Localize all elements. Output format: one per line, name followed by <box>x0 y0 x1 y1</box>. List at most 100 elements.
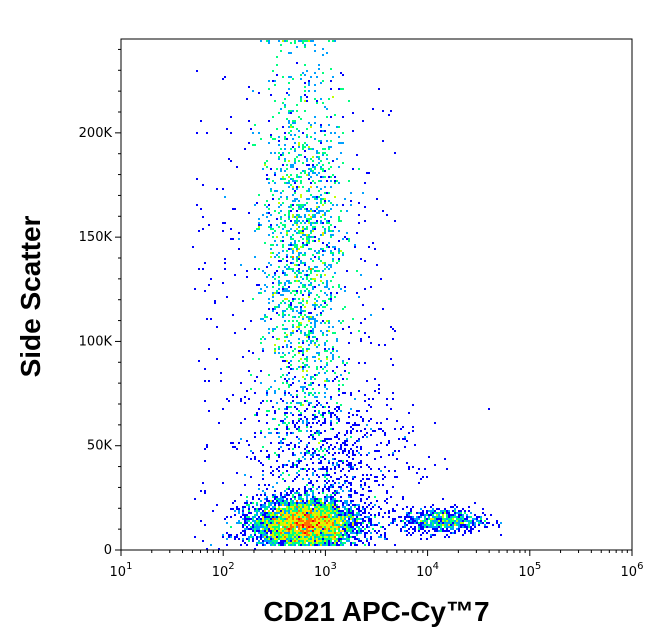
event-point <box>268 308 270 310</box>
event-point <box>328 348 330 350</box>
event-point <box>360 480 362 482</box>
event-point <box>306 70 308 72</box>
event-point <box>324 268 326 270</box>
event-point <box>468 526 470 528</box>
event-point <box>306 474 308 476</box>
event-point <box>282 472 284 474</box>
event-point <box>334 518 336 520</box>
event-point <box>298 322 300 324</box>
event-point <box>338 526 340 528</box>
event-point <box>298 530 300 532</box>
event-point <box>296 228 298 230</box>
event-point <box>366 526 368 528</box>
event-point <box>260 512 262 514</box>
event-point <box>302 186 304 188</box>
event-point <box>274 520 276 522</box>
event-point <box>288 384 290 386</box>
event-point <box>332 174 334 176</box>
event-point <box>234 500 236 502</box>
event-point <box>320 220 322 222</box>
event-point <box>348 240 350 242</box>
event-point <box>314 406 316 408</box>
event-point <box>328 210 330 212</box>
event-point <box>316 340 318 342</box>
event-point <box>318 306 320 308</box>
event-point <box>402 526 404 528</box>
event-point <box>334 182 336 184</box>
event-point <box>468 510 470 512</box>
event-point <box>320 462 322 464</box>
event-point <box>338 258 340 260</box>
event-point <box>268 516 270 518</box>
event-point <box>304 518 306 520</box>
event-point <box>306 202 308 204</box>
event-point <box>326 518 328 520</box>
event-point <box>328 98 330 100</box>
event-point <box>288 186 290 188</box>
event-point <box>276 502 278 504</box>
event-point <box>312 492 314 494</box>
event-point <box>294 182 296 184</box>
event-point <box>324 510 326 512</box>
event-point <box>290 268 292 270</box>
event-point <box>322 488 324 490</box>
event-point <box>292 448 294 450</box>
event-point <box>322 234 324 236</box>
event-point <box>330 526 332 528</box>
event-point <box>466 518 468 520</box>
event-point <box>388 114 390 116</box>
event-point <box>272 294 274 296</box>
event-point <box>326 244 328 246</box>
event-point <box>328 508 330 510</box>
event-point <box>224 518 226 520</box>
event-point <box>300 96 302 98</box>
event-point <box>292 504 294 506</box>
event-point <box>302 388 304 390</box>
event-point <box>444 536 446 538</box>
event-point <box>282 164 284 166</box>
event-point <box>394 450 396 452</box>
event-point <box>326 468 328 470</box>
event-point <box>302 510 304 512</box>
event-point <box>386 490 388 492</box>
event-point <box>344 364 346 366</box>
event-point <box>436 514 438 516</box>
event-point <box>338 466 340 468</box>
event-point <box>216 358 218 360</box>
event-point <box>374 524 376 526</box>
event-point <box>298 214 300 216</box>
event-point <box>294 142 296 144</box>
event-point <box>294 244 296 246</box>
event-point <box>322 416 324 418</box>
event-point <box>312 526 314 528</box>
event-point <box>296 536 298 538</box>
event-point <box>334 498 336 500</box>
event-point <box>306 190 308 192</box>
event-point <box>278 338 280 340</box>
event-point <box>312 388 314 390</box>
event-point <box>264 528 266 530</box>
event-point <box>310 544 312 546</box>
event-point <box>320 360 322 362</box>
event-point <box>358 508 360 510</box>
event-point <box>278 442 280 444</box>
event-point <box>338 286 340 288</box>
event-point <box>300 526 302 528</box>
event-point <box>274 494 276 496</box>
event-point <box>296 368 298 370</box>
event-point <box>452 510 454 512</box>
event-point <box>294 276 296 278</box>
event-point <box>200 208 202 210</box>
event-point <box>278 282 280 284</box>
event-point <box>392 392 394 394</box>
event-point <box>302 366 304 368</box>
event-point <box>292 496 294 498</box>
event-point <box>300 230 302 232</box>
event-point <box>262 478 264 480</box>
event-point <box>280 534 282 536</box>
event-point <box>308 516 310 518</box>
event-point <box>292 528 294 530</box>
event-point <box>284 284 286 286</box>
event-point <box>300 206 302 208</box>
event-point <box>294 148 296 150</box>
